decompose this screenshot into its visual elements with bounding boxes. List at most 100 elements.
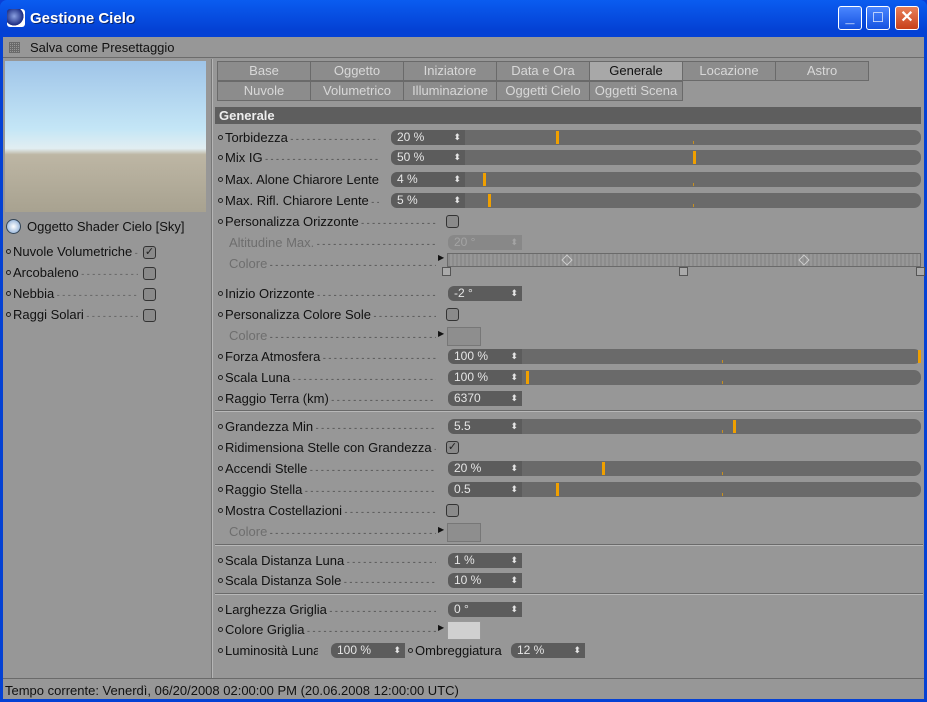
value-text: 50 % xyxy=(397,150,425,164)
param-label: Inizio Orizzonte - - - - - - - - - - - -… xyxy=(218,286,436,301)
tab-volumetrico[interactable]: Volumetrico xyxy=(310,81,404,101)
value-field[interactable]: 0 ° ⬍ xyxy=(448,602,522,617)
slider-handle[interactable] xyxy=(487,194,491,207)
expand-arrow-icon[interactable]: ▶ xyxy=(438,253,445,262)
value-field[interactable]: -2 ° ⬍ xyxy=(448,286,522,301)
value-field[interactable]: 0.5 ⬍ xyxy=(448,482,522,497)
tab-oggetti-cielo[interactable]: Oggetti Cielo xyxy=(496,81,590,101)
spinner-arrows-icon[interactable]: ⬍ xyxy=(453,152,461,162)
slider-handle[interactable] xyxy=(555,483,559,496)
color-swatch[interactable] xyxy=(447,621,481,640)
slider-track[interactable] xyxy=(465,193,921,208)
value-field[interactable]: 1 % ⬍ xyxy=(448,553,522,568)
gradient-knot-icon[interactable] xyxy=(442,267,451,276)
close-button[interactable]: ✕ xyxy=(895,6,919,30)
param-row: Forza Atmosfera - - - - - - - - - - - - … xyxy=(218,348,923,366)
checkbox[interactable] xyxy=(143,309,156,322)
spinner-arrows-icon[interactable]: ⬍ xyxy=(510,393,518,403)
checkbox[interactable] xyxy=(446,215,459,228)
tab-iniziatore[interactable]: Iniziatore xyxy=(403,61,497,81)
checkbox[interactable] xyxy=(446,504,459,517)
grip-icon xyxy=(9,42,20,53)
slider-track[interactable] xyxy=(522,349,921,364)
slider-handle[interactable] xyxy=(693,151,696,164)
left-item-label: Arcobaleno xyxy=(13,265,79,280)
checkbox[interactable] xyxy=(446,308,459,321)
maximize-button[interactable]: □ xyxy=(866,6,890,30)
value-field[interactable]: 100 % ⬍ xyxy=(331,643,405,658)
spinner-arrows-icon[interactable]: ⬍ xyxy=(393,645,401,655)
checkbox[interactable] xyxy=(143,288,156,301)
expand-arrow-icon[interactable]: ▶ xyxy=(438,623,445,632)
tab-illuminazione[interactable]: Illuminazione xyxy=(403,81,497,101)
tab-oggetti-scena[interactable]: Oggetti Scena xyxy=(589,81,683,101)
gradient-knot-icon[interactable] xyxy=(679,267,688,276)
spinner-arrows-icon[interactable]: ⬍ xyxy=(510,421,518,431)
spinner-arrows-icon[interactable]: ⬍ xyxy=(510,575,518,585)
spinner-arrows-icon[interactable]: ⬍ xyxy=(573,645,581,655)
slider-track[interactable] xyxy=(522,461,921,476)
slider-track[interactable] xyxy=(465,172,921,187)
value-field[interactable]: 6370 ⬍ xyxy=(448,391,522,406)
value-field[interactable]: 10 % ⬍ xyxy=(448,573,522,588)
spinner-arrows-icon[interactable]: ⬍ xyxy=(510,604,518,614)
slider-handle[interactable] xyxy=(483,173,487,186)
spinner-arrows-icon[interactable]: ⬍ xyxy=(453,174,461,184)
value-field[interactable]: 12 % ⬍ xyxy=(511,643,585,658)
slider-track[interactable] xyxy=(522,419,921,434)
value-field[interactable]: 20 % ⬍ xyxy=(391,130,465,145)
expand-arrow-icon[interactable]: ▶ xyxy=(438,329,445,338)
spinner-arrows-icon[interactable]: ⬍ xyxy=(510,484,518,494)
value-field[interactable]: 5 % ⬍ xyxy=(391,193,465,208)
spinner-arrows-icon[interactable]: ⬍ xyxy=(510,463,518,473)
leader-dots: - - - - - - - - - - - - - - - - - - - - … xyxy=(81,269,138,279)
tab-astro[interactable]: Astro xyxy=(775,61,869,81)
spinner-arrows-icon[interactable]: ⬍ xyxy=(510,555,518,565)
left-item[interactable]: Arcobaleno - - - - - - - - - - - - - - -… xyxy=(6,265,138,280)
tab-generale[interactable]: Generale xyxy=(589,61,683,81)
value-field[interactable]: 20 % ⬍ xyxy=(448,461,522,476)
tab-base[interactable]: Base xyxy=(217,61,311,81)
expand-arrow-icon[interactable]: ▶ xyxy=(438,525,445,534)
checkbox[interactable] xyxy=(143,267,156,280)
value-field[interactable]: 100 % ⬍ xyxy=(448,349,522,364)
param-label: Personalizza Orizzonte - - - - - - - - -… xyxy=(218,214,436,229)
save-preset-menu[interactable]: Salva come Presettaggio xyxy=(30,40,175,55)
panel-divider[interactable] xyxy=(211,59,213,679)
left-item[interactable]: Nebbia - - - - - - - - - - - - - - - - -… xyxy=(6,286,138,301)
left-item[interactable]: Nuvole Volumetriche - - - - - - - - - - … xyxy=(6,244,138,259)
spinner-arrows-icon[interactable]: ⬍ xyxy=(453,132,461,142)
tab-nuvole[interactable]: Nuvole xyxy=(217,81,311,101)
spinner-arrows-icon[interactable]: ⬍ xyxy=(453,195,461,205)
gradient-midpoint-icon[interactable] xyxy=(560,254,573,266)
spinner-arrows-icon[interactable]: ⬍ xyxy=(510,372,518,382)
slider-handle[interactable] xyxy=(556,131,560,144)
value-text: 4 % xyxy=(397,172,418,186)
tab-locazione[interactable]: Locazione xyxy=(682,61,776,81)
gradient-knot-icon[interactable] xyxy=(916,267,925,276)
value-field[interactable]: 50 % ⬍ xyxy=(391,150,465,165)
param-label: Raggio Stella - - - - - - - - - - - - - … xyxy=(218,482,436,497)
gradient-midpoint-icon[interactable] xyxy=(797,254,810,266)
slider-track[interactable] xyxy=(465,130,921,145)
slider-handle[interactable] xyxy=(525,371,529,384)
checkbox-checked[interactable]: ✓ xyxy=(143,246,156,259)
minimize-button[interactable]: _ xyxy=(838,6,862,30)
value-field[interactable]: 5.5 ⬍ xyxy=(448,419,522,434)
slider-handle[interactable] xyxy=(601,462,605,475)
slider-handle[interactable] xyxy=(918,350,921,363)
value-field[interactable]: 100 % ⬍ xyxy=(448,370,522,385)
value-field[interactable]: 4 % ⬍ xyxy=(391,172,465,187)
tab-oggetto[interactable]: Oggetto xyxy=(310,61,404,81)
left-item[interactable]: Raggi Solari - - - - - - - - - - - - - -… xyxy=(6,307,138,322)
spinner-arrows-icon[interactable]: ⬍ xyxy=(510,351,518,361)
slider-handle[interactable] xyxy=(733,420,737,433)
slider-track[interactable] xyxy=(522,370,921,385)
slider-track[interactable] xyxy=(465,150,921,165)
spinner-arrows-icon[interactable]: ⬍ xyxy=(510,288,518,298)
slider-track[interactable] xyxy=(522,482,921,497)
checkbox-checked[interactable]: ✓ xyxy=(446,441,459,454)
param-label: Colore - - - - - - - - - - - - - - - - -… xyxy=(229,328,436,343)
object-item[interactable]: Oggetto Shader Cielo [Sky] xyxy=(6,219,185,234)
tab-data-e-ora[interactable]: Data e Ora xyxy=(496,61,590,81)
